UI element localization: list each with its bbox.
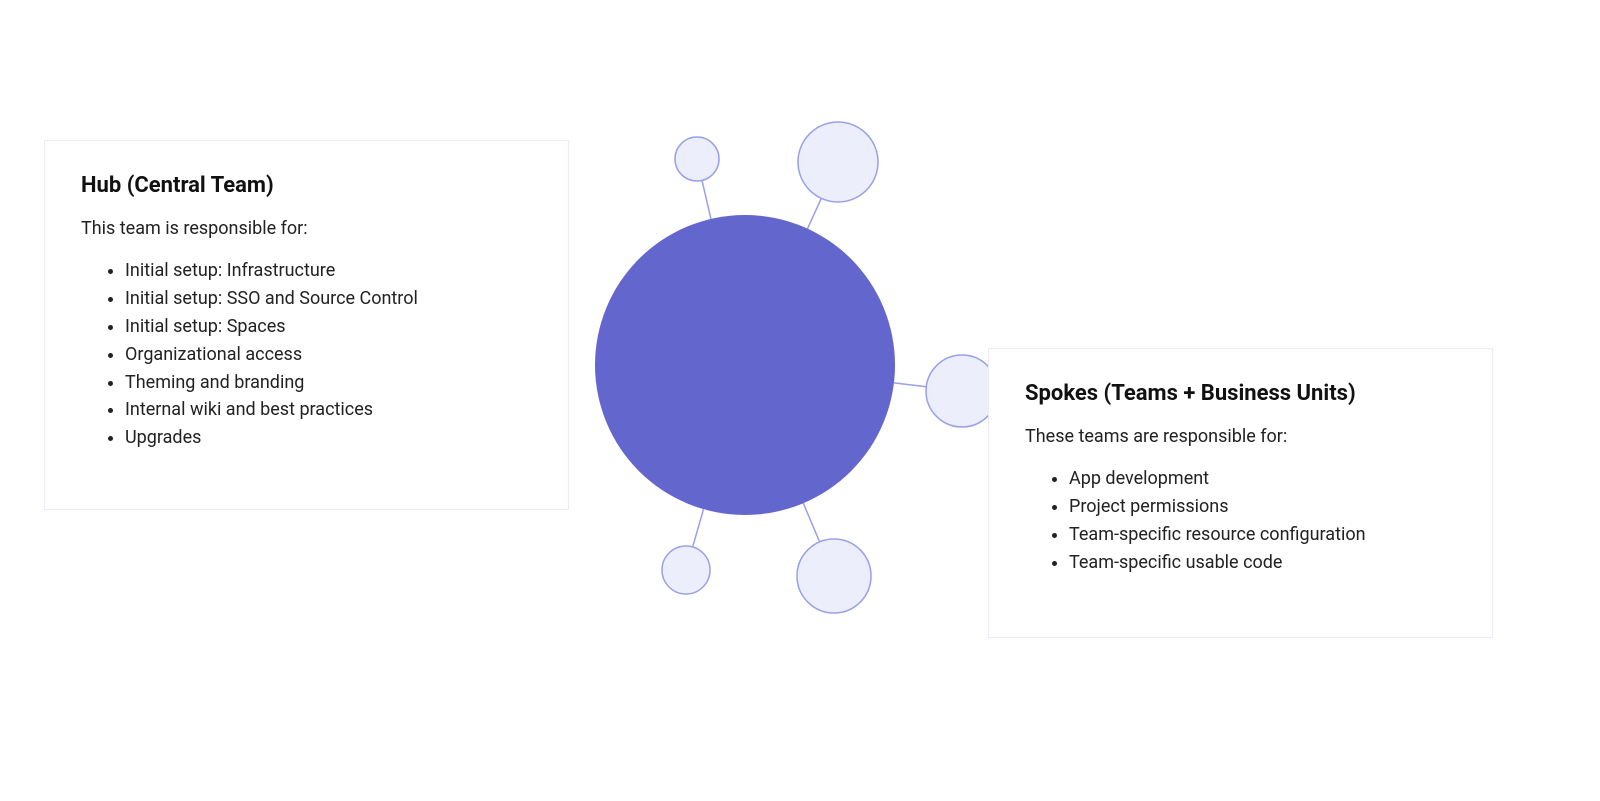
list-item: Initial setup: Infrastructure (125, 257, 532, 285)
hub-card-title: Hub (Central Team) (81, 173, 532, 198)
spoke-node (675, 137, 719, 181)
list-item: Theming and branding (125, 369, 532, 397)
list-item: Upgrades (125, 424, 532, 452)
spokes-card-title: Spokes (Teams + Business Units) (1025, 381, 1456, 406)
list-item: Initial setup: Spaces (125, 313, 532, 341)
list-item: Initial setup: SSO and Source Control (125, 285, 532, 313)
spoke-node (797, 539, 871, 613)
spoke-node (662, 546, 710, 594)
spokes-card: Spokes (Teams + Business Units) These te… (988, 348, 1493, 638)
diagram-edge (807, 198, 821, 228)
hub-node (595, 215, 895, 515)
list-item: App development (1069, 465, 1456, 493)
list-item: Project permissions (1069, 493, 1456, 521)
diagram-edges (693, 180, 927, 547)
diagram-edge (894, 383, 926, 387)
spokes-card-intro: These teams are responsible for: (1025, 426, 1456, 447)
hub-card: Hub (Central Team) This team is responsi… (44, 140, 569, 510)
hub-card-list: Initial setup: InfrastructureInitial set… (81, 257, 532, 452)
diagram-edge (702, 180, 711, 218)
list-item: Team-specific resource configuration (1069, 521, 1456, 549)
diagram-edge (693, 509, 704, 547)
diagram-edge (803, 503, 819, 542)
spokes-card-list: App developmentProject permissionsTeam-s… (1025, 465, 1456, 577)
list-item: Internal wiki and best practices (125, 396, 532, 424)
hub-card-intro: This team is responsible for: (81, 218, 532, 239)
list-item: Organizational access (125, 341, 532, 369)
diagram-spokes (662, 122, 998, 613)
spoke-node (798, 122, 878, 202)
list-item: Team-specific usable code (1069, 549, 1456, 577)
